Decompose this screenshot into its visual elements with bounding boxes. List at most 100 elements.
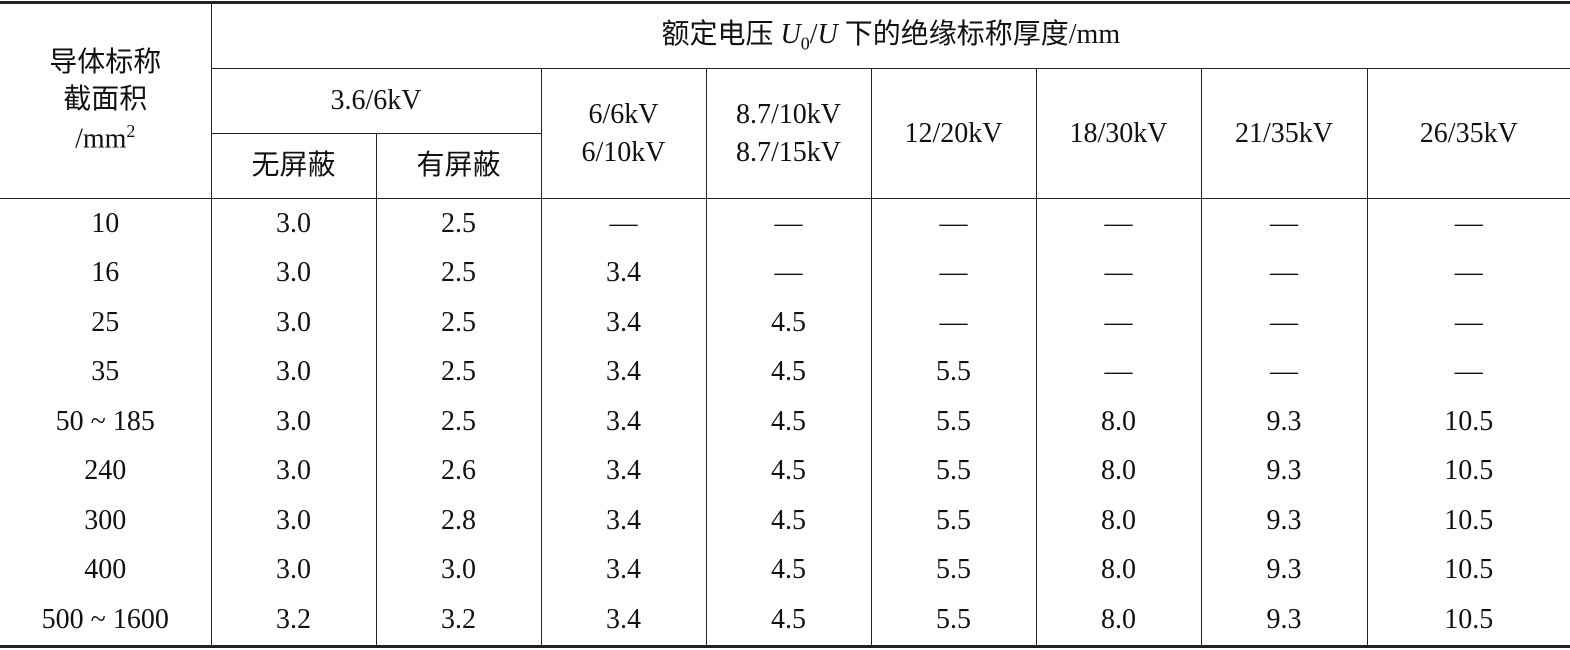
thickness-cell: 5.5 (871, 496, 1036, 546)
thickness-cell: 2.5 (376, 348, 541, 398)
header-line: 18/30kV (1037, 115, 1201, 153)
thickness-cell: 4.5 (706, 348, 871, 398)
thickness-cell: 8.0 (1036, 397, 1201, 447)
symbol: U (781, 19, 801, 50)
thickness-cell: — (1036, 298, 1201, 348)
header-line: 截面积 (0, 81, 211, 119)
thickness-cell: 3.0 (376, 546, 541, 596)
section-cell: 240 (0, 447, 211, 497)
thickness-cell: 3.0 (211, 447, 376, 497)
thickness-cell: 5.5 (871, 595, 1036, 646)
thickness-cell: 2.5 (376, 298, 541, 348)
thickness-cell: 2.6 (376, 447, 541, 497)
header-line: /mm2 (0, 119, 211, 158)
header-line: 6/6kV (542, 96, 706, 134)
thickness-cell: — (1036, 199, 1201, 249)
thickness-cell: 9.3 (1201, 546, 1367, 596)
thickness-cell: — (1201, 348, 1367, 398)
thickness-cell: — (541, 199, 706, 249)
thickness-cell: 3.0 (211, 298, 376, 348)
header-line: 26/35kV (1368, 115, 1570, 153)
thickness-cell: 2.5 (376, 249, 541, 299)
section-cell: 50 ~ 185 (0, 397, 211, 447)
symbol: U (818, 19, 838, 50)
thickness-cell: 9.3 (1201, 447, 1367, 497)
thickness-cell: 3.2 (376, 595, 541, 646)
section-cell: 10 (0, 199, 211, 249)
thickness-cell: — (1201, 199, 1367, 249)
header-line: 导体标称 (0, 44, 211, 82)
unit: /mm (75, 124, 126, 155)
thickness-cell: 4.5 (706, 447, 871, 497)
thickness-cell: 2.5 (376, 199, 541, 249)
thickness-cell: 4.5 (706, 397, 871, 447)
thickness-cell: 10.5 (1367, 595, 1570, 646)
thickness-cell: 8.0 (1036, 595, 1201, 646)
title-part: 额定电压 (662, 19, 781, 50)
thickness-cell: 10.5 (1367, 546, 1570, 596)
thickness-cell: 3.4 (541, 595, 706, 646)
thickness-cell: 3.0 (211, 546, 376, 596)
voltage-header: 18/30kV (1036, 69, 1201, 199)
sub-header: 有屏蔽 (376, 134, 541, 199)
thickness-cell: 8.0 (1036, 546, 1201, 596)
section-cell: 25 (0, 298, 211, 348)
thickness-cell: 10.5 (1367, 496, 1570, 546)
thickness-cell: — (1367, 348, 1570, 398)
thickness-cell: — (1367, 298, 1570, 348)
thickness-cell: 4.5 (706, 595, 871, 646)
thickness-cell: 8.0 (1036, 447, 1201, 497)
thickness-cell: 5.5 (871, 447, 1036, 497)
thickness-cell: 3.4 (541, 298, 706, 348)
header-line: 21/35kV (1202, 115, 1367, 153)
header-line: 12/20kV (872, 115, 1036, 153)
voltage-header: 21/35kV (1201, 69, 1367, 199)
thickness-cell: 5.5 (871, 397, 1036, 447)
section-cell: 400 (0, 546, 211, 596)
thickness-cell: — (1201, 298, 1367, 348)
sub-header: 无屏蔽 (211, 134, 376, 199)
voltage-header: 26/35kV (1367, 69, 1570, 199)
thickness-cell: 10.5 (1367, 397, 1570, 447)
title-part: 下的绝缘标称厚度/mm (838, 19, 1120, 50)
title-part: / (810, 19, 818, 50)
section-cell: 300 (0, 496, 211, 546)
thickness-cell: 4.5 (706, 298, 871, 348)
thickness-cell: 3.0 (211, 397, 376, 447)
thickness-cell: 8.0 (1036, 496, 1201, 546)
thickness-cell: 3.4 (541, 397, 706, 447)
header-line: 8.7/10kV (707, 96, 871, 134)
thickness-cell: 10.5 (1367, 447, 1570, 497)
group-header: 3.6/6kV (211, 69, 541, 134)
section-cell: 35 (0, 348, 211, 398)
thickness-cell: 9.3 (1201, 595, 1367, 646)
section-cell: 500 ~ 1600 (0, 595, 211, 646)
voltage-title: 额定电压 U0/U 下的绝缘标称厚度/mm (211, 3, 1570, 69)
thickness-cell: 3.0 (211, 249, 376, 299)
thickness-cell: 3.0 (211, 496, 376, 546)
thickness-cell: — (1367, 199, 1570, 249)
thickness-cell: 3.4 (541, 546, 706, 596)
header-row: 导体标称 截面积 /mm2 额定电压 U0/U 下的绝缘标称厚度/mm (0, 3, 1570, 69)
thickness-cell: 2.5 (376, 397, 541, 447)
thickness-cell: 3.4 (541, 348, 706, 398)
thickness-cell: — (871, 298, 1036, 348)
thickness-cell: 2.8 (376, 496, 541, 546)
thickness-cell: — (1036, 249, 1201, 299)
thickness-cell: 5.5 (871, 348, 1036, 398)
thickness-cell: 5.5 (871, 546, 1036, 596)
thickness-cell: 3.4 (541, 447, 706, 497)
